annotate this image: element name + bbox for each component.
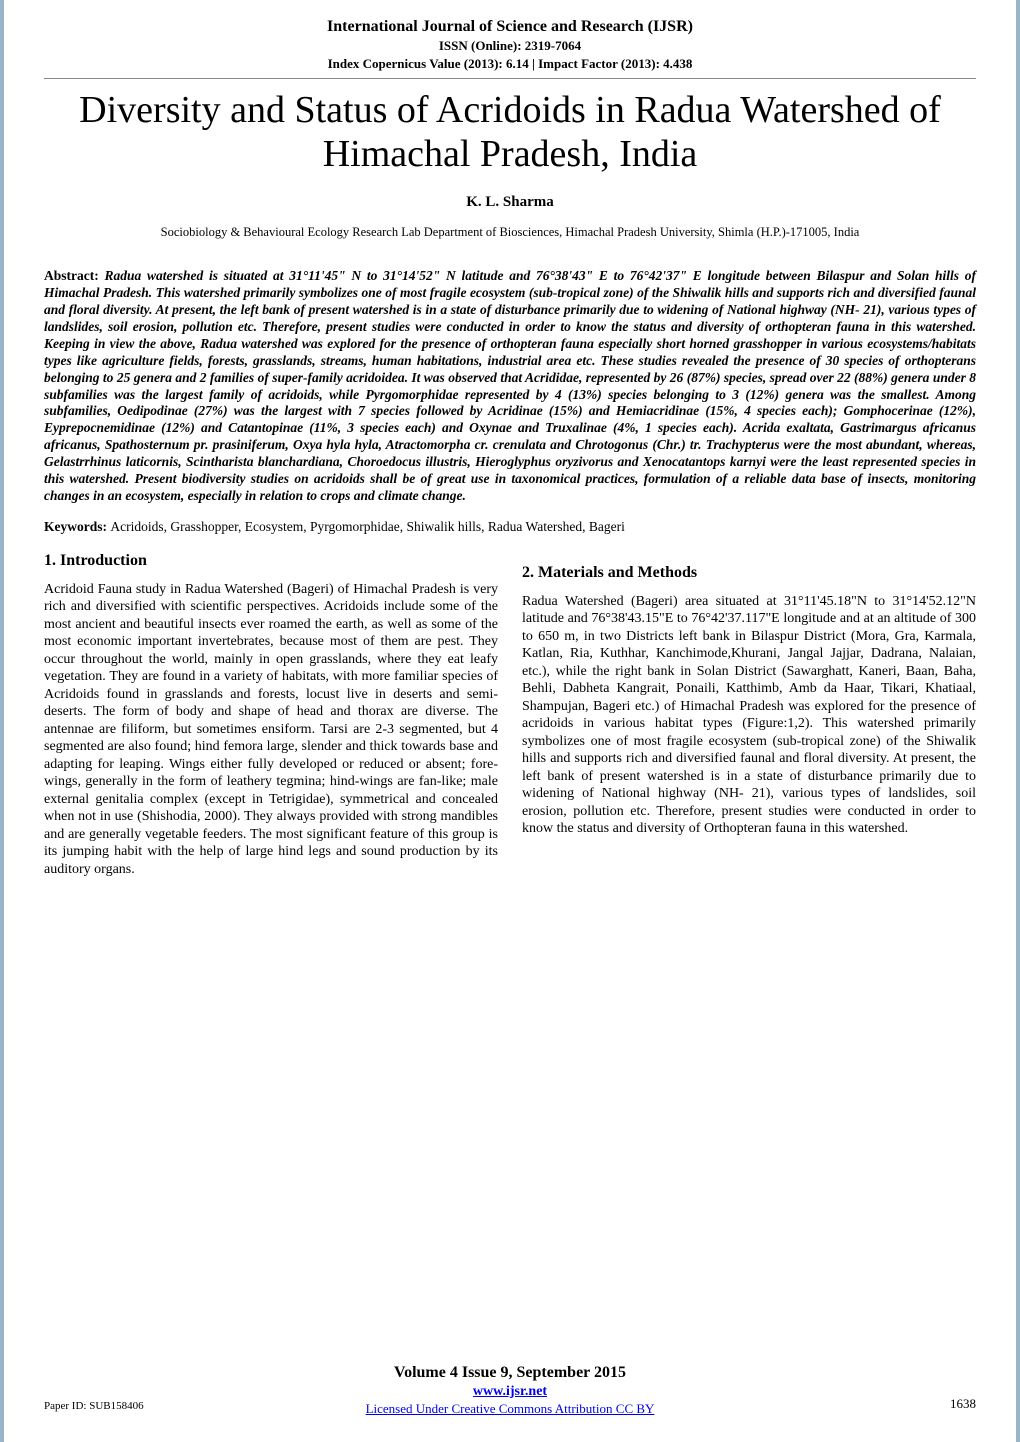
page-footer: Volume 4 Issue 9, September 2015 www.ijs… — [4, 1364, 1016, 1418]
issn-line: ISSN (Online): 2319-7064 — [44, 38, 976, 54]
author-affiliation: Sociobiology & Behavioural Ecology Resea… — [4, 225, 1016, 240]
keywords-text: Acridoids, Grasshopper, Ecosystem, Pyrgo… — [110, 519, 625, 534]
two-column-body: 1. Introduction Acridoid Fauna study in … — [44, 551, 976, 879]
section-heading-introduction: 1. Introduction — [44, 551, 498, 571]
author-name: K. L. Sharma — [4, 194, 1016, 211]
page-header: International Journal of Science and Res… — [44, 0, 976, 79]
page-number: 1638 — [950, 1396, 976, 1412]
footer-url-link[interactable]: www.ijsr.net — [473, 1384, 547, 1399]
journal-name: International Journal of Science and Res… — [44, 18, 976, 36]
methods-text: Radua Watershed (Bageri) area situated a… — [522, 593, 976, 838]
paper-id: Paper ID: SUB158406 — [44, 1400, 144, 1412]
section-heading-methods: 2. Materials and Methods — [522, 563, 976, 583]
abstract-block: Abstract: Radua watershed is situated at… — [44, 268, 976, 504]
abstract-text: Radua watershed is situated at 31°11'45"… — [44, 268, 976, 502]
abstract-label: Abstract: — [44, 268, 104, 283]
index-line: Index Copernicus Value (2013): 6.14 | Im… — [44, 56, 976, 72]
keywords-block: Keywords: Acridoids, Grasshopper, Ecosys… — [44, 519, 976, 535]
paper-title: Diversity and Status of Acridoids in Rad… — [44, 89, 976, 176]
keywords-label: Keywords: — [44, 519, 110, 534]
left-column: 1. Introduction Acridoid Fauna study in … — [44, 551, 498, 879]
footer-volume: Volume 4 Issue 9, September 2015 — [4, 1364, 1016, 1382]
footer-license-link[interactable]: Licensed Under Creative Commons Attribut… — [366, 1401, 655, 1416]
introduction-text: Acridoid Fauna study in Radua Watershed … — [44, 581, 498, 879]
right-column: 2. Materials and Methods Radua Watershed… — [522, 551, 976, 879]
